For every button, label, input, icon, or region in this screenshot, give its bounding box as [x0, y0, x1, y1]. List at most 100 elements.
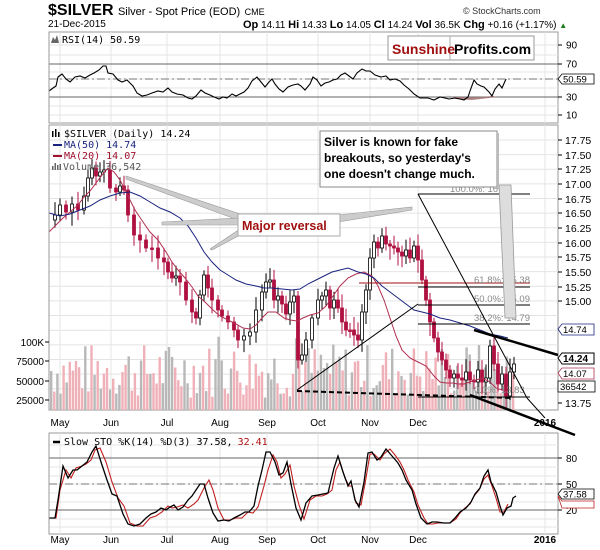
price-axis-label: 16.75 [565, 194, 591, 206]
svg-text:14.74: 14.74 [563, 325, 587, 336]
month-label: Dec [409, 535, 427, 546]
month-label: Jun [103, 535, 119, 546]
high-label: Hi [288, 19, 300, 31]
month-label: Aug [211, 535, 229, 546]
price-tags: 14.74 14.24 14.07 36542 [557, 323, 596, 393]
price-axis-label: 13.75 [565, 398, 591, 410]
chart-header: $SILVER Silver - Spot Price (EOD) CME 21… [0, 0, 600, 32]
callout-annotation: Silver is known for fake breakouts, so y… [319, 130, 517, 319]
ma20-line [48, 167, 509, 393]
month-label: Jun [103, 418, 119, 429]
svg-text:14.07: 14.07 [563, 369, 587, 380]
month-label: May [51, 418, 70, 429]
price-axis-label: 16.00 [565, 238, 591, 250]
svg-text:RSI(14) 50.59: RSI(14) 50.59 [62, 35, 140, 46]
price-panel: 100.0%: 16.34 61.8%: 15.38 50.0%: 15.09 … [16, 124, 596, 437]
rsi-axis-label: 30 [566, 93, 578, 104]
price-axis-label: 15.25 [565, 282, 591, 294]
price-axis-label: 15.75 [565, 252, 591, 264]
chart-date: 21-Dec-2015 [48, 19, 106, 30]
sto-d-line [49, 447, 509, 527]
quote-line: Op 14.11 Hi 14.33 Lo 14.05 Cl 14.24 Vol … [243, 19, 567, 31]
month-label: 2016 [534, 535, 557, 546]
month-label: Jul [161, 418, 174, 429]
vol-label: Vol [415, 19, 432, 31]
close-label: Cl [373, 19, 385, 31]
svg-text:$SILVER (Daily) 14.24: $SILVER (Daily) 14.24 [64, 129, 190, 140]
rsi-axis-label: 10 [566, 111, 578, 122]
low-value: 14.05 [345, 20, 371, 31]
symbol-description: Silver - Spot Price (EOD) [117, 6, 241, 18]
exchange: CME [244, 7, 265, 17]
svg-text:38.2%: 14.79: 38.2%: 14.79 [474, 313, 530, 324]
volume-axis-label: 50000 [16, 377, 44, 388]
rsi-icon [51, 35, 59, 43]
sto-value-tag: 37.58 [557, 488, 595, 509]
sto-axis-label: 20 [566, 506, 578, 517]
sto-axis-label: 80 [566, 454, 578, 465]
svg-text:37.58: 37.58 [563, 490, 587, 501]
rsi-axis-label: 70 [566, 60, 578, 71]
volume-axis-label: 75000 [16, 357, 44, 368]
open-value: 14.11 [261, 20, 286, 31]
svg-text:32.41: 32.41 [238, 437, 268, 448]
svg-text:50.0%: 15.09: 50.0%: 15.09 [474, 294, 530, 305]
price-axis-label: 17.50 [565, 150, 591, 162]
volume-icon [52, 163, 61, 170]
price-legend: $SILVER (Daily) 14.24 MA(50) 14.74 MA(20… [52, 129, 190, 173]
close-value: 14.24 [387, 20, 413, 31]
svg-text:Volume 36,542: Volume 36,542 [63, 162, 141, 173]
sto-panel: 80 50 20 37.58 Slow STO %K(14) %D(3) 37.58… [48, 432, 595, 535]
month-label: Nov [361, 535, 379, 546]
candle-icon [52, 129, 60, 137]
chg-value: +0.16 (+1.17%) [487, 20, 557, 31]
svg-text:Silver is known for fake: Silver is known for fake [324, 135, 458, 149]
sto-k-line [49, 444, 517, 527]
open-label: Op [243, 19, 259, 31]
svg-text:MA(20) 14.07: MA(20) 14.07 [64, 151, 136, 162]
symbol: $SILVER [48, 2, 114, 19]
price-axis-label: 17.00 [565, 179, 591, 191]
svg-text:14.24: 14.24 [563, 354, 588, 365]
month-label: Dec [409, 418, 427, 429]
price-axis-label: 16.25 [565, 223, 591, 235]
price-axis-label: 17.75 [565, 135, 591, 147]
month-label: 2016 [534, 418, 557, 429]
svg-text:36542: 36542 [560, 382, 586, 393]
low-label: Lo [329, 19, 344, 31]
price-axis-label: 17.25 [565, 164, 591, 176]
month-label: Nov [361, 418, 379, 429]
stockcharts-credit: © StockCharts.com [463, 6, 541, 16]
svg-text:breakouts, so yesterday's: breakouts, so yesterday's [324, 151, 471, 165]
rsi-axis-label: 90 [566, 41, 578, 52]
chart-title: $SILVER Silver - Spot Price (EOD) CME [48, 2, 265, 20]
svg-text:Profits.com: Profits.com [454, 41, 531, 57]
svg-text:61.8%: 15.38: 61.8%: 15.38 [474, 275, 530, 286]
volume-axis-label: 25000 [16, 396, 44, 407]
month-label: Sep [258, 418, 276, 429]
sto-axis-label: 50 [566, 480, 578, 491]
price-axis-label: 15.50 [565, 267, 591, 279]
month-label: Sep [258, 535, 276, 546]
volume-axis-label: 100K [21, 338, 45, 349]
price-axis-label: 16.50 [565, 208, 591, 220]
up-arrow-icon: ▲ [559, 21, 568, 30]
month-label: Oct [310, 535, 326, 546]
svg-text:one doesn't change much.: one doesn't change much. [324, 167, 475, 181]
major-reversal-annotation: Major reversal [125, 175, 413, 251]
svg-text:100.0%: 16.34: 100.0%: 16.34 [450, 184, 511, 195]
vol-value: 36.5K [434, 20, 461, 31]
month-label: Oct [310, 418, 326, 429]
sunshine-profits-watermark: Sunshine Profits.com [387, 35, 535, 61]
svg-text:Slow STO %K(14) %D(3) 37.58,: Slow STO %K(14) %D(3) 37.58, [64, 437, 233, 448]
svg-text:Major reversal: Major reversal [242, 219, 327, 233]
svg-text:50.59: 50.59 [563, 75, 587, 86]
rsi-panel: 90 70 30 10 50.59 RSI(14) 50.59 Sunshine Pr… [48, 31, 595, 124]
month-label: Aug [211, 418, 229, 429]
chg-label: Chg [463, 19, 485, 31]
trend-lines [296, 193, 576, 437]
price-axis-label: 15.00 [565, 296, 591, 308]
high-value: 14.33 [301, 20, 327, 31]
month-label: Jul [161, 535, 174, 546]
